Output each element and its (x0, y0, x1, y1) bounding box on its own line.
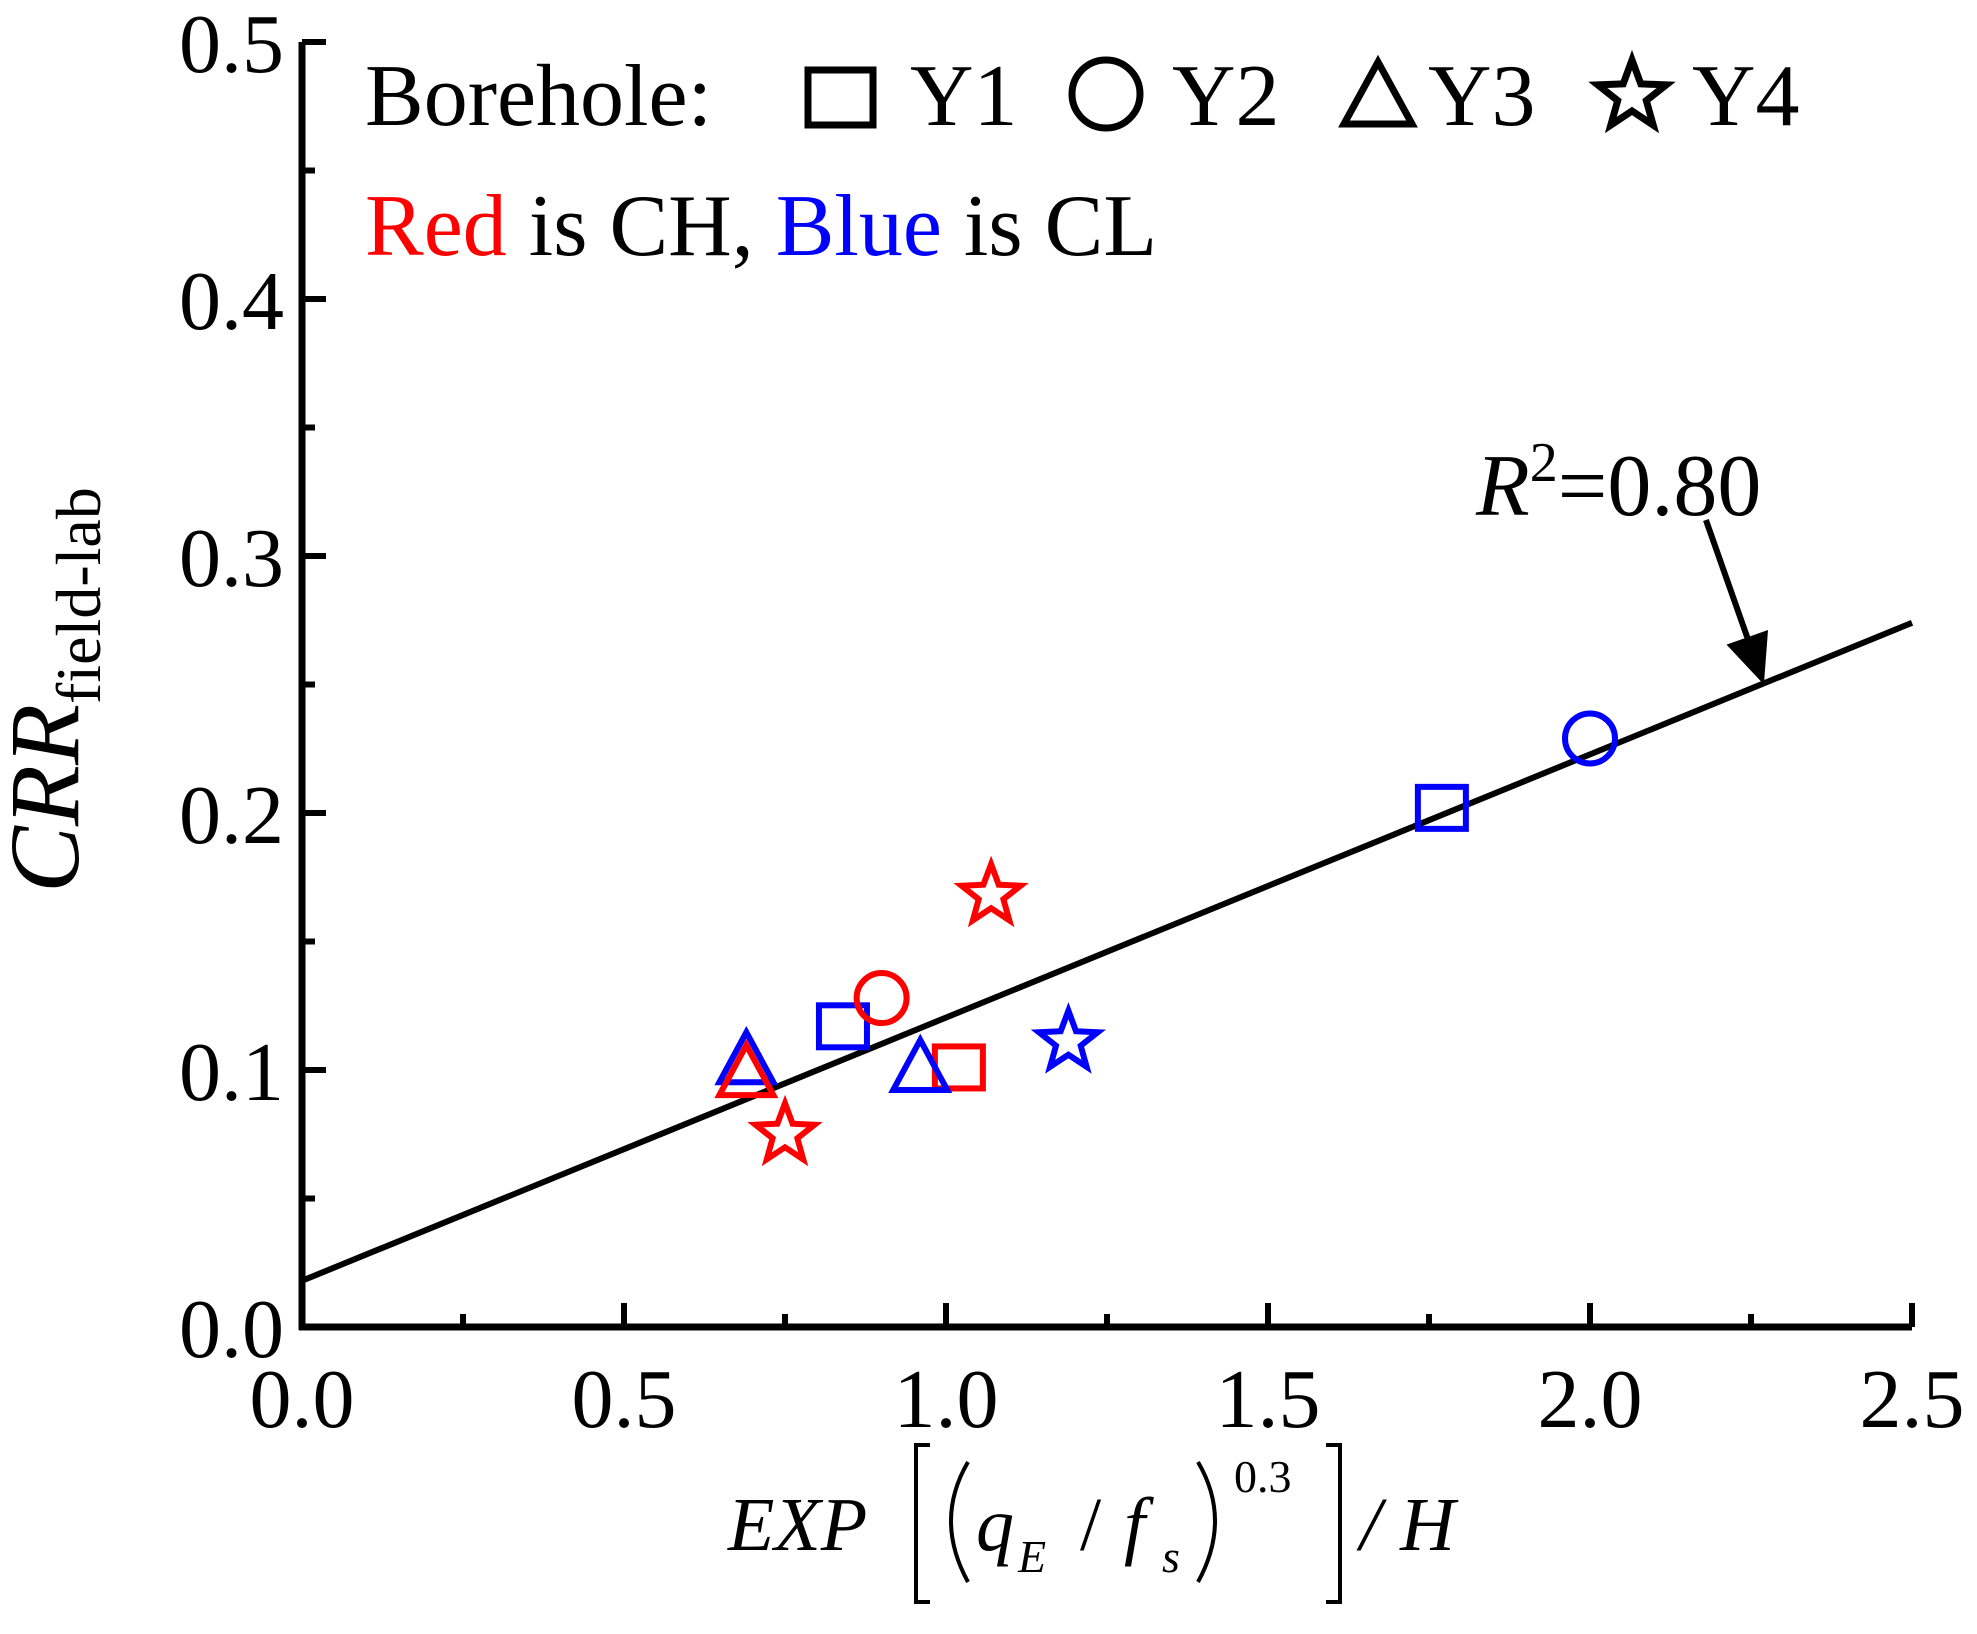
legend-title: Borehole: (365, 48, 712, 145)
legend-circle-icon (1068, 56, 1144, 132)
y-axis-label-sub: field-lab (43, 487, 114, 704)
point-y1-cl (1414, 783, 1469, 832)
x-tick-label: 2.5 (1860, 1353, 1965, 1446)
legend-star-icon (1588, 49, 1676, 134)
y-tick-label: 0.4 (179, 255, 284, 348)
data-points (714, 710, 1618, 1167)
y-ticks: 0.0 0.1 0.2 0.3 0.4 0.5 (179, 0, 326, 1376)
y-tick-label: 0.1 (179, 1026, 284, 1119)
legend-label-y4: Y4 (1692, 48, 1800, 145)
x-tick-label: 0.0 (250, 1353, 355, 1446)
x-label-left-paren (949, 1460, 970, 1583)
x-tick-label: 2.0 (1538, 1353, 1643, 1446)
legend: Borehole: Y1 Y2 Y3 Y4 Red is CH, Blue is… (365, 48, 1800, 275)
x-tick-label: 1.0 (894, 1353, 999, 1446)
x-label-q-sub: E (1017, 1531, 1046, 1582)
legend-triangle-icon (1338, 54, 1418, 128)
legend-label-y3: Y3 (1428, 48, 1536, 145)
r-squared-text: R2=0.80 (1475, 432, 1761, 535)
legend-blue-rest: is CL (942, 178, 1157, 275)
r-squared-annotation: R2=0.80 (1475, 432, 1769, 685)
x-label-right-paren (1196, 1460, 1217, 1583)
point-y4-ch (747, 1094, 823, 1167)
point-y3-cl (714, 1025, 779, 1086)
y-tick-label: 0.2 (179, 769, 284, 862)
y-tick-label: 0.5 (179, 0, 284, 91)
x-label-left-bracket (914, 1443, 930, 1604)
x-label-exponent: 0.3 (1234, 1451, 1292, 1502)
axes: 0.0 0.5 1.0 1.5 2.0 2.5 0.0 0.1 0.2 0.3 0.4 0.5 (179, 0, 1965, 1446)
r-symbol: R (1475, 438, 1530, 535)
legend-label-y1: Y1 (910, 48, 1018, 145)
point-y1-cl (815, 1002, 870, 1051)
legend-blue-word: Blue (776, 178, 942, 275)
r-squared-value: =0.80 (1558, 438, 1762, 535)
x-tick-label: 0.5 (572, 1353, 677, 1446)
r-superscript: 2 (1530, 432, 1558, 494)
point-y2-ch (853, 970, 910, 1027)
x-ticks: 0.0 0.5 1.0 1.5 2.0 2.5 (250, 1303, 1965, 1446)
x-label-f: f (1124, 1483, 1154, 1567)
x-label-f-sub: s (1162, 1531, 1180, 1582)
legend-red-rest: is CH, (507, 178, 776, 275)
point-y4-cl (1030, 1002, 1106, 1074)
x-label-q: q (976, 1483, 1014, 1567)
x-tick-label: 1.5 (1216, 1353, 1321, 1446)
legend-color-note: Red is CH, Blue is CL (365, 178, 1157, 275)
x-axis-label: EXP q E / f s 0.3 / H (727, 1443, 1459, 1604)
x-label-prefix: EXP (727, 1483, 867, 1567)
x-label-right-bracket (1326, 1443, 1342, 1604)
point-y4-ch (953, 855, 1029, 928)
legend-square-icon (804, 66, 877, 129)
legend-red-word: Red (365, 178, 507, 275)
x-label-suffix: / H (1356, 1483, 1459, 1567)
x-label-slash: / (1080, 1483, 1102, 1567)
regression-line (300, 620, 1914, 1284)
y-axis-label: CRRfield-lab (0, 487, 114, 893)
annotation-arrowhead (1726, 630, 1769, 685)
point-y3-cl (888, 1033, 953, 1093)
y-tick-label: 0.0 (179, 1283, 284, 1376)
point-y2-cl (1562, 710, 1618, 767)
point-y3-ch (714, 1038, 779, 1099)
y-axis-label-main: CRR (0, 704, 100, 893)
annotation-arrow (1703, 519, 1751, 639)
y-tick-label: 0.3 (179, 512, 284, 605)
legend-label-y2: Y2 (1172, 48, 1280, 145)
